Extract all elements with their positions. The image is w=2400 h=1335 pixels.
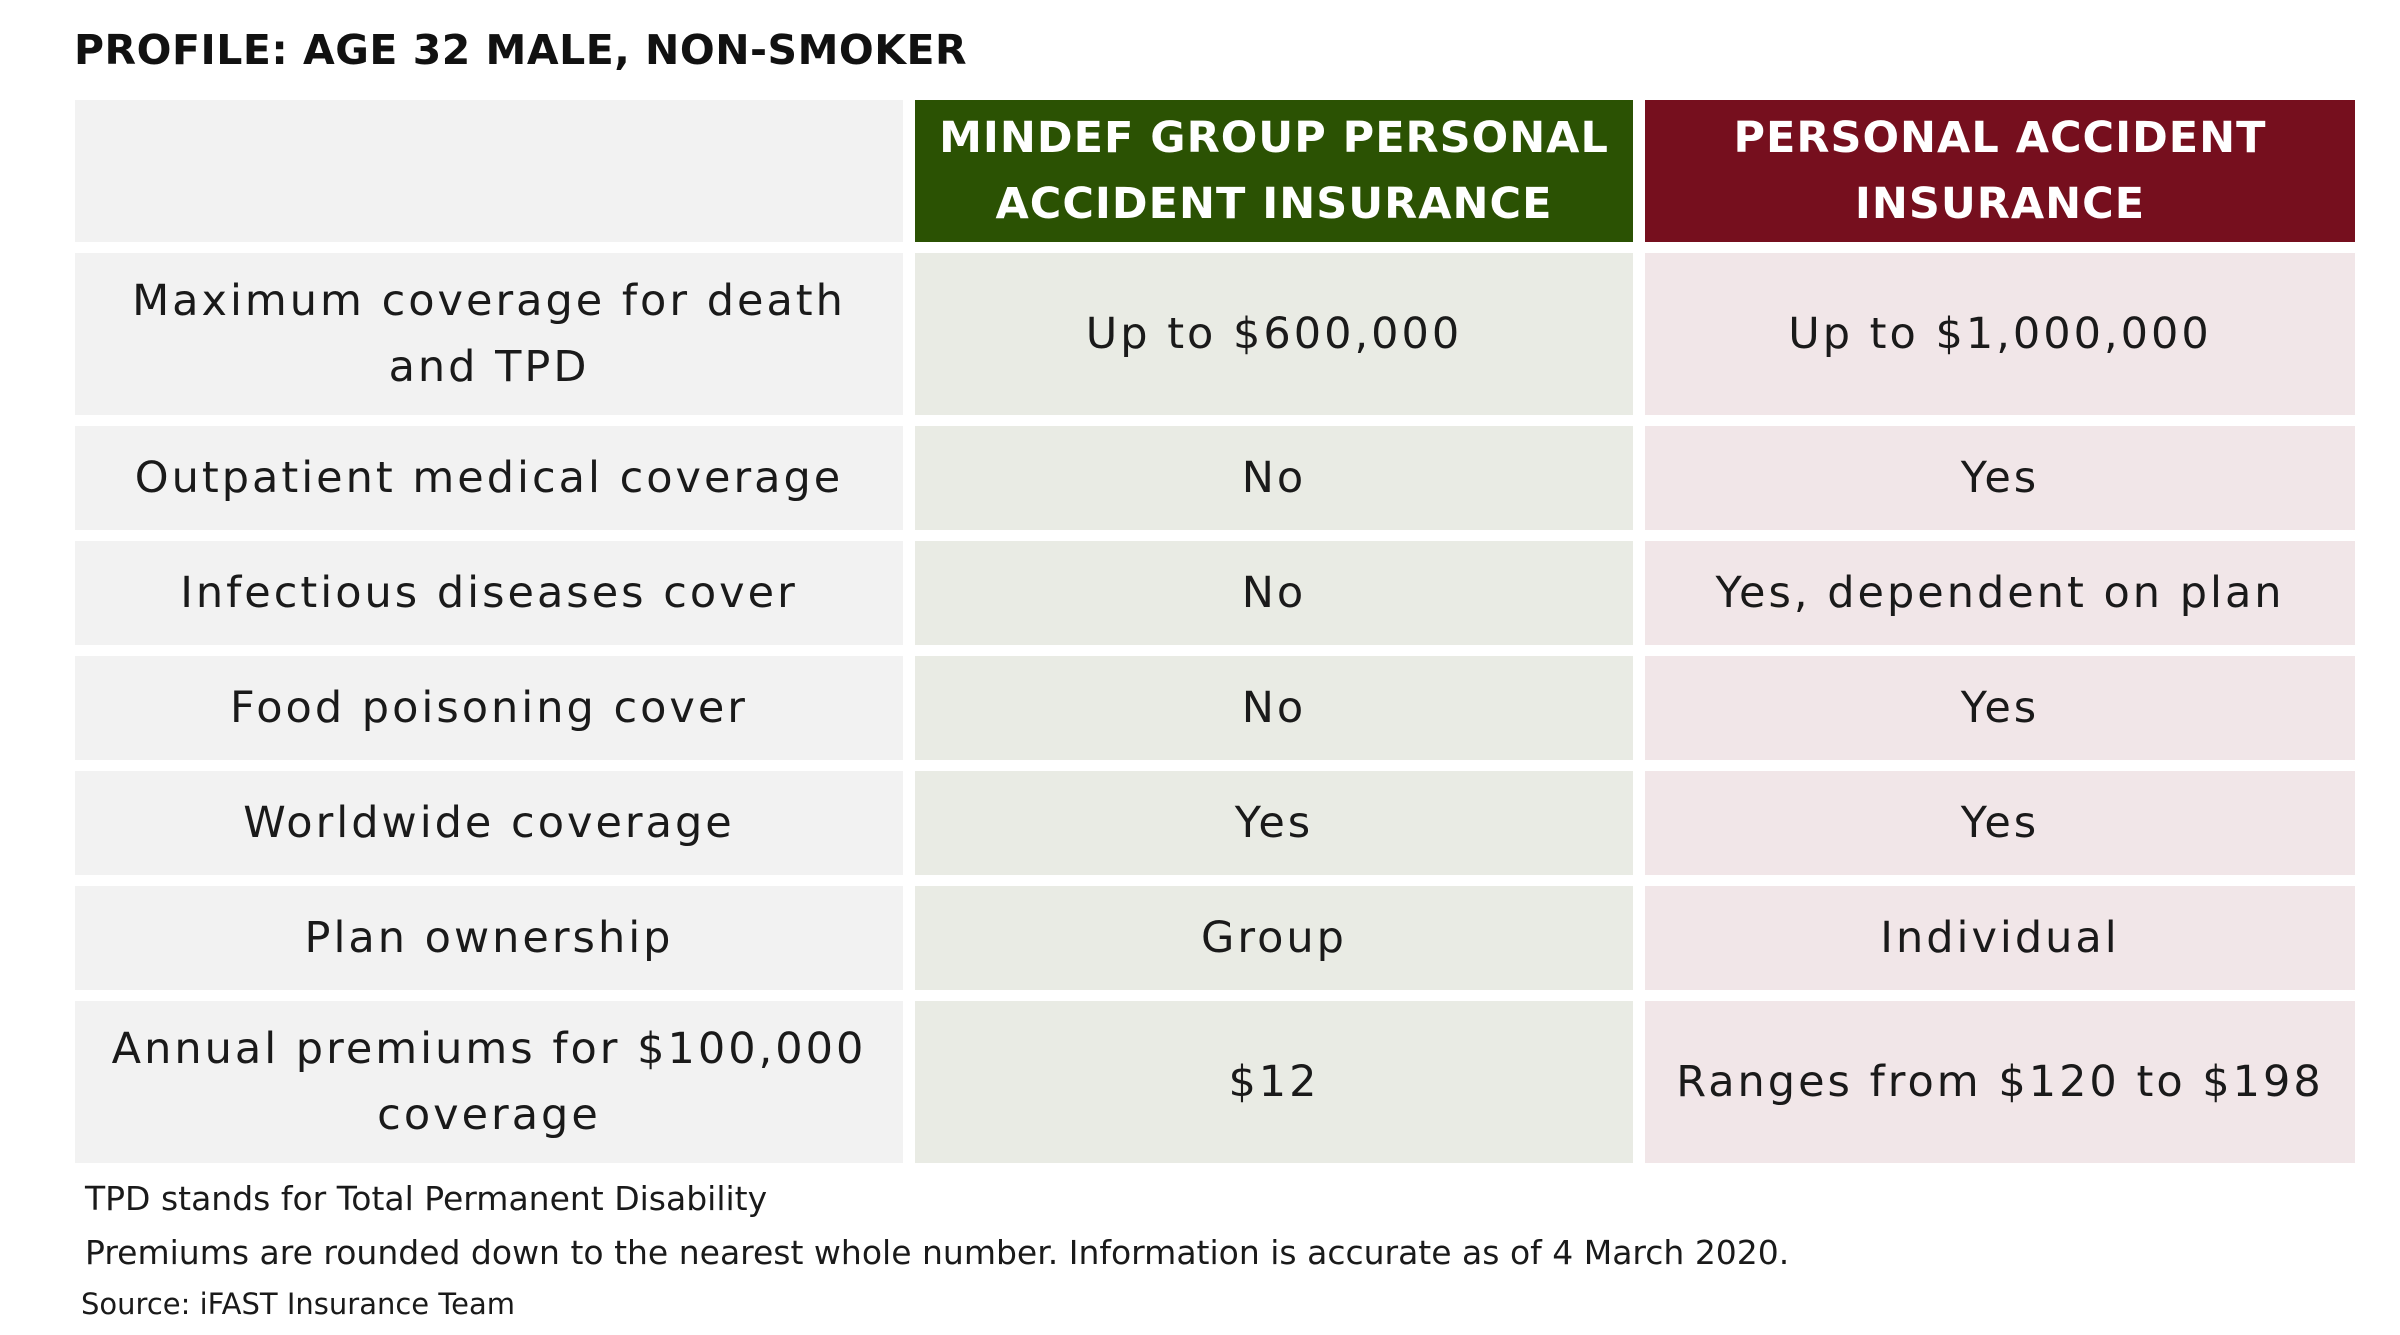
mindef-infectious: No bbox=[915, 541, 1633, 645]
personal-worldwide: Yes bbox=[1645, 771, 2355, 875]
row-label-ownership: Plan ownership bbox=[75, 886, 903, 990]
footnotes: TPD stands for Total Permanent Disabilit… bbox=[81, 1172, 2345, 1328]
mindef-outpatient: No bbox=[915, 426, 1633, 530]
personal-infectious: Yes, dependent on plan bbox=[1645, 541, 2355, 645]
row-label-annual-premiums: Annual premiums for $100,000 coverage bbox=[75, 1001, 903, 1163]
personal-ownership: Individual bbox=[1645, 886, 2355, 990]
row-label-max-coverage: Maximum coverage for death and TPD bbox=[75, 253, 903, 415]
mindef-worldwide: Yes bbox=[915, 771, 1633, 875]
personal-max-coverage: Up to $1,000,000 bbox=[1645, 253, 2355, 415]
personal-annual-premiums: Ranges from $120 to $198 bbox=[1645, 1001, 2355, 1163]
mindef-max-coverage: Up to $600,000 bbox=[915, 253, 1633, 415]
source-credit: Source: iFAST Insurance Team bbox=[81, 1287, 515, 1321]
row-label-worldwide: Worldwide coverage bbox=[75, 771, 903, 875]
header-blank-cell bbox=[75, 100, 903, 242]
footnote-tpd: TPD stands for Total Permanent Disabilit… bbox=[85, 1179, 768, 1218]
mindef-ownership: Group bbox=[915, 886, 1633, 990]
header-mindef: MINDEF GROUP PERSONAL ACCIDENT INSURANCE bbox=[915, 100, 1633, 242]
header-personal-accident: PERSONAL ACCIDENT INSURANCE bbox=[1645, 100, 2355, 242]
personal-food-poisoning: Yes bbox=[1645, 656, 2355, 760]
page-title: PROFILE: AGE 32 MALE, NON-SMOKER bbox=[74, 26, 968, 74]
comparison-table: MINDEF GROUP PERSONAL ACCIDENT INSURANCE… bbox=[75, 100, 2355, 1163]
row-label-food-poisoning: Food poisoning cover bbox=[75, 656, 903, 760]
footnote-premiums: Premiums are rounded down to the nearest… bbox=[85, 1233, 1790, 1272]
mindef-annual-premiums: $12 bbox=[915, 1001, 1633, 1163]
row-label-infectious: Infectious diseases cover bbox=[75, 541, 903, 645]
row-label-outpatient: Outpatient medical coverage bbox=[75, 426, 903, 530]
mindef-food-poisoning: No bbox=[915, 656, 1633, 760]
personal-outpatient: Yes bbox=[1645, 426, 2355, 530]
